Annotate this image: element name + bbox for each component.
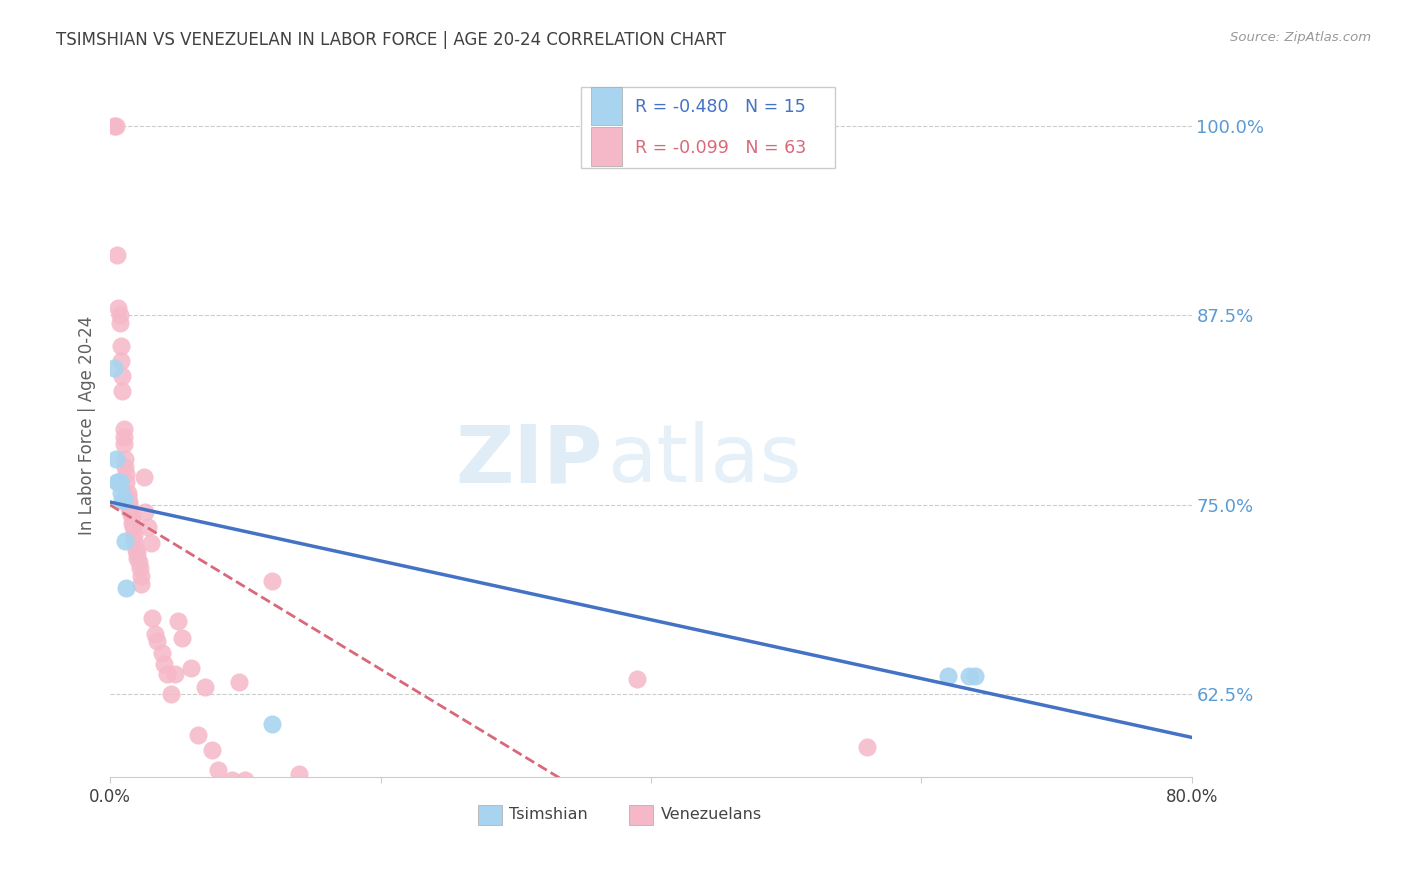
- Point: [107, 475, 129, 489]
- Point: [228, 675, 250, 690]
- Point: [114, 459, 136, 474]
- Text: ZIP: ZIP: [456, 421, 602, 500]
- Text: atlas: atlas: [607, 421, 801, 500]
- Point: [262, 717, 284, 731]
- Point: [128, 555, 150, 569]
- Point: [111, 493, 134, 508]
- Point: [139, 535, 162, 549]
- Point: [117, 494, 139, 508]
- Point: [103, 361, 125, 376]
- FancyBboxPatch shape: [581, 87, 835, 168]
- Point: [114, 534, 136, 549]
- Point: [118, 500, 141, 515]
- Point: [626, 672, 648, 686]
- Point: [117, 485, 139, 500]
- Point: [187, 728, 209, 742]
- Point: [262, 574, 284, 588]
- Point: [110, 485, 132, 500]
- Point: [153, 657, 176, 671]
- Point: [146, 634, 169, 648]
- Point: [112, 493, 135, 508]
- Point: [120, 505, 142, 519]
- Point: [124, 534, 146, 549]
- Point: [129, 576, 152, 591]
- Point: [110, 339, 132, 353]
- Point: [194, 680, 217, 694]
- Point: [180, 661, 202, 675]
- Point: [105, 475, 128, 489]
- Point: [112, 437, 135, 451]
- Point: [114, 452, 136, 467]
- Point: [247, 789, 270, 803]
- Point: [288, 767, 311, 781]
- Point: [104, 119, 127, 133]
- FancyBboxPatch shape: [630, 805, 652, 825]
- Point: [221, 773, 243, 788]
- Point: [127, 546, 149, 560]
- Point: [132, 470, 155, 484]
- Point: [124, 528, 146, 542]
- Point: [112, 493, 135, 508]
- Point: [115, 467, 138, 482]
- Text: Source: ZipAtlas.com: Source: ZipAtlas.com: [1230, 31, 1371, 45]
- Point: [108, 309, 131, 323]
- Point: [136, 520, 159, 534]
- Point: [117, 490, 139, 504]
- Point: [107, 301, 129, 315]
- Point: [110, 354, 132, 368]
- Point: [129, 569, 152, 583]
- Point: [105, 248, 128, 262]
- Point: [856, 740, 879, 755]
- Point: [936, 669, 959, 683]
- Text: R = -0.099   N = 63: R = -0.099 N = 63: [634, 138, 806, 157]
- Point: [965, 669, 987, 683]
- Point: [134, 505, 156, 519]
- Point: [111, 384, 134, 398]
- Point: [121, 516, 143, 530]
- Point: [103, 119, 125, 133]
- Point: [120, 500, 142, 515]
- FancyBboxPatch shape: [478, 805, 502, 825]
- Point: [170, 631, 193, 645]
- Point: [141, 611, 163, 625]
- Point: [111, 369, 134, 384]
- Point: [143, 626, 166, 640]
- Point: [127, 550, 149, 565]
- Point: [121, 509, 143, 524]
- FancyBboxPatch shape: [592, 127, 621, 166]
- Point: [112, 422, 135, 436]
- Point: [129, 561, 152, 575]
- FancyBboxPatch shape: [592, 87, 621, 125]
- Point: [115, 475, 138, 489]
- Point: [233, 773, 256, 788]
- Text: TSIMSHIAN VS VENEZUELAN IN LABOR FORCE | AGE 20-24 CORRELATION CHART: TSIMSHIAN VS VENEZUELAN IN LABOR FORCE |…: [56, 31, 727, 49]
- Y-axis label: In Labor Force | Age 20-24: In Labor Force | Age 20-24: [79, 316, 96, 535]
- Point: [118, 494, 141, 508]
- Point: [156, 667, 179, 681]
- Point: [108, 316, 131, 330]
- Text: R = -0.480   N = 15: R = -0.480 N = 15: [634, 98, 806, 116]
- Point: [122, 520, 145, 534]
- Point: [200, 743, 222, 757]
- Text: Venezuelans: Venezuelans: [661, 807, 762, 822]
- Point: [150, 646, 173, 660]
- Point: [108, 475, 131, 489]
- Point: [115, 581, 138, 595]
- Point: [166, 615, 188, 629]
- Point: [207, 763, 229, 777]
- Point: [125, 543, 148, 558]
- Point: [163, 667, 186, 681]
- Point: [160, 687, 183, 701]
- Point: [104, 452, 127, 467]
- Point: [112, 429, 135, 443]
- Text: Tsimshian: Tsimshian: [509, 807, 588, 822]
- Point: [957, 669, 980, 683]
